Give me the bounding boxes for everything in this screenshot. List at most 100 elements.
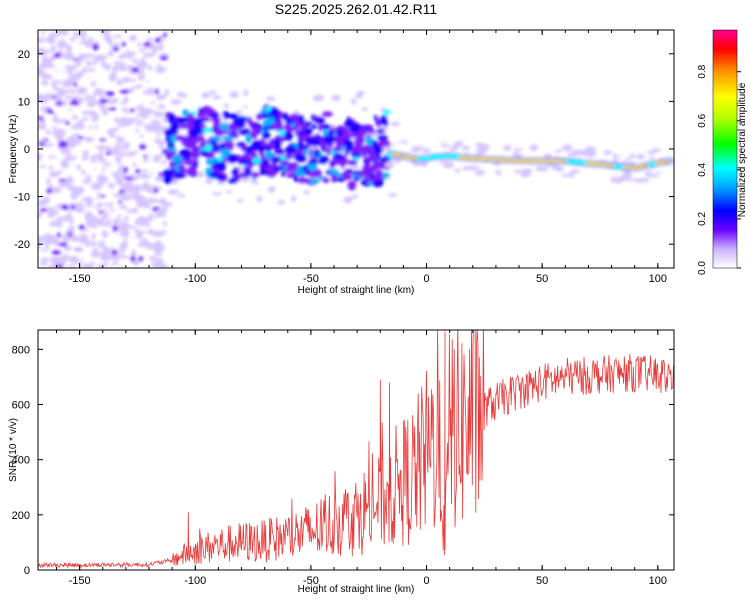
spectrogram-cell <box>376 93 386 101</box>
spectrogram-cell <box>99 98 109 104</box>
spectrogram-cell <box>475 148 488 154</box>
spectrogram-cell <box>56 216 65 220</box>
spectrogram-cell <box>342 154 348 163</box>
spectrogram-cell <box>136 112 149 117</box>
spectrogram-cell <box>248 110 258 115</box>
spectrogram-cell <box>353 200 361 206</box>
spectrogram-cell <box>208 112 220 118</box>
spectrogram-cell <box>119 66 127 72</box>
spectrogram-cell <box>361 152 367 158</box>
spectrogram-cell <box>119 145 130 151</box>
spectrogram-cell <box>197 107 204 112</box>
spectrogram-cell <box>109 134 118 138</box>
spectrogram-cell <box>266 105 272 112</box>
spectrogram-cell <box>296 96 306 104</box>
spectrogram-cell <box>44 94 54 99</box>
spectrogram-cell <box>38 142 45 147</box>
spectrogram-cell <box>305 137 315 144</box>
spectrogram-cell <box>71 133 81 137</box>
spectrogram-cell <box>100 216 106 223</box>
spectrogram-cell <box>204 186 212 191</box>
spectrogram-cell <box>154 176 164 182</box>
x-tick-label: 100 <box>649 273 667 285</box>
snr-frame <box>37 329 675 571</box>
spectrogram-cell <box>272 139 282 150</box>
spectrogram-cell <box>73 211 80 218</box>
spectrogram-cell <box>252 157 261 164</box>
spectrogram-cell <box>67 184 75 189</box>
spectrogram-cell <box>129 151 140 155</box>
spectrogram-cell <box>92 36 104 43</box>
spectrogram-cell <box>281 170 286 178</box>
spectrogram-cell <box>113 241 121 249</box>
spectrogram-cell <box>45 129 51 135</box>
spectrogram-cell <box>548 144 556 150</box>
spectrogram-cell <box>382 109 391 116</box>
spectrogram-cell <box>91 233 97 240</box>
spectrogram-cell <box>104 30 110 34</box>
spectrogram-cell <box>368 151 378 162</box>
spectrogram-cell <box>274 166 279 174</box>
spectrogram-cell <box>554 149 563 153</box>
spectrogram-cell <box>358 127 366 137</box>
y-tick-label: -10 <box>14 192 30 204</box>
spectrogram-cell <box>419 161 430 167</box>
spectrogram-cell <box>94 54 106 62</box>
spectrogram-cell <box>107 182 116 189</box>
spectrogram-cell <box>392 92 401 96</box>
spectrogram-cell <box>175 99 181 103</box>
spectrogram-cell <box>140 222 145 227</box>
spectrogram-cell <box>90 240 97 247</box>
spectrogram-cell <box>45 114 51 121</box>
spectrogram-cell <box>113 46 119 52</box>
spectrogram-cell <box>38 111 42 116</box>
spectrogram-cell <box>41 242 51 246</box>
spectrogram-cell <box>202 127 213 133</box>
spectrogram-cell <box>98 159 107 163</box>
spectrogram-cell <box>97 263 104 268</box>
spectrogram-cell <box>108 148 118 156</box>
spectrogram-cell <box>105 91 115 97</box>
spectrogram-cell <box>467 145 479 149</box>
spectrogram-cell <box>573 172 581 178</box>
spectrogram-cell <box>78 64 84 70</box>
spectrogram-cell <box>256 195 263 202</box>
spectrogram-cell <box>39 261 48 266</box>
spectrogram-cell <box>154 240 163 245</box>
spectrogram-cell <box>107 107 118 111</box>
spectrogram-cell <box>365 178 376 183</box>
spectrogram-cell <box>81 154 89 161</box>
spectrogram-cell <box>53 113 58 118</box>
spectrogram-cell <box>279 136 285 141</box>
spectrogram-cell <box>74 59 82 66</box>
spectrogram-cell <box>154 137 161 145</box>
spectrogram-cell <box>49 32 56 39</box>
spectrogram-cell <box>138 30 145 38</box>
spectrogram-cell <box>222 135 234 141</box>
spectrogram-cell <box>422 142 431 148</box>
spectrogram-cell <box>58 260 66 265</box>
spectrogram-cell <box>284 180 292 185</box>
x-tick-label: 50 <box>536 273 548 285</box>
spectrogram-cell <box>261 112 268 119</box>
spectrogram-cell <box>201 109 211 116</box>
spectrogram-cell <box>278 199 285 205</box>
spectrogram-cell <box>250 171 260 179</box>
spectrogram-cell <box>347 91 352 95</box>
spectrogram-cell <box>42 196 51 204</box>
spectrogram-cell <box>155 182 164 188</box>
spectrogram-cell <box>532 171 540 178</box>
spectrogram-cell <box>60 159 69 169</box>
spectrogram-cell <box>211 95 222 100</box>
spectrogram-cell <box>46 177 51 185</box>
spectrogram-cell <box>191 106 196 111</box>
spectrogram-cell <box>267 116 275 125</box>
spectrogram-cell <box>162 175 173 184</box>
spectrogram-cell <box>260 160 270 166</box>
spectrogram-cell <box>352 177 361 182</box>
spectrogram-cell <box>250 194 258 199</box>
spectrogram-cell <box>361 164 367 174</box>
spectrogram-cell <box>223 157 230 162</box>
spectrogram-cell <box>136 230 143 236</box>
spectrogram-cell <box>267 141 276 147</box>
